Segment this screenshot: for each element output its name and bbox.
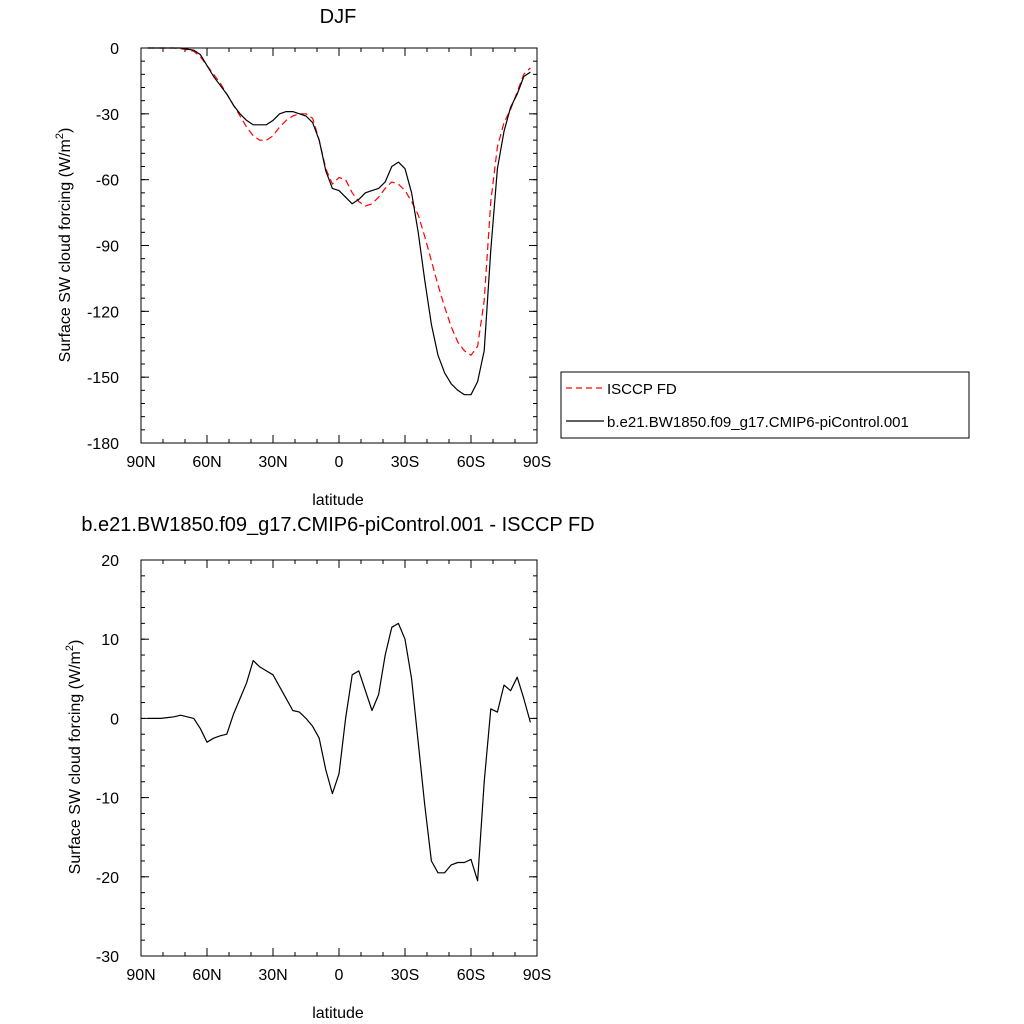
y-tick-label: -10 — [96, 791, 119, 808]
y-tick-label: 20 — [101, 553, 119, 570]
x-tick-label: 30S — [391, 454, 419, 471]
x-tick-label: 30N — [258, 967, 287, 984]
y-axis-label: Surface SW cloud forcing (W/m2) — [54, 128, 74, 363]
x-tick-label: 0 — [335, 967, 344, 984]
x-axis-label: latitude — [312, 1005, 364, 1022]
plot-frame — [140, 559, 538, 957]
y-tick-label: -30 — [96, 107, 119, 124]
y-tick-label: -30 — [96, 949, 119, 966]
y-tick-label: 0 — [110, 711, 119, 728]
legend-entry-isccp: ISCCP FD — [607, 381, 677, 398]
y-tick-label: -180 — [87, 436, 119, 453]
bottom-chart-panel: b.e21.BW1850.f09_g17.CMIP6-piControl.001… — [64, 514, 595, 1022]
x-tick-label: 60S — [457, 967, 485, 984]
chart-title: DJF — [320, 6, 357, 28]
y-tick-label: -90 — [96, 239, 119, 256]
x-tick-label: 30S — [391, 967, 419, 984]
y-tick-label: 0 — [110, 41, 119, 58]
x-tick-label: 90S — [523, 967, 551, 984]
series-line-model — [147, 47, 531, 396]
y-axis-label: Surface SW cloud forcing (W/m2) — [64, 640, 84, 875]
plot-area: 90N 60N 30N 0 30S 60S 90S 20 10 0 -10 -20 -30 — [96, 553, 551, 984]
legend: ISCCP FD b.e21.BW1850.f09_g17.CMIP6-piCo… — [560, 371, 970, 439]
x-tick-label: 90N — [126, 454, 155, 471]
y-tick-label: -120 — [87, 304, 119, 321]
x-tick-label: 90S — [523, 454, 551, 471]
x-tick-label: 30N — [258, 454, 287, 471]
x-tick-label: 60S — [457, 454, 485, 471]
x-tick-label: 60N — [192, 454, 221, 471]
series-line-model — [147, 622, 531, 882]
x-axis-label: latitude — [312, 492, 364, 509]
y-tick-label: -60 — [96, 173, 119, 190]
chart-title: b.e21.BW1850.f09_g17.CMIP6-piControl.001… — [81, 514, 594, 536]
x-tick-label: 90N — [126, 967, 155, 984]
y-tick-label: -20 — [96, 870, 119, 887]
y-tick-label: 10 — [101, 632, 119, 649]
top-chart-panel: DJF 90N 60N 30N 0 30S 60S 90S 0 -30 -60 -90 -120 -15… — [54, 6, 970, 509]
y-tick-label: -150 — [87, 370, 119, 387]
legend-box — [560, 371, 970, 439]
plot-frame — [140, 47, 538, 444]
x-tick-label: 0 — [335, 454, 344, 471]
legend-entry-model: b.e21.BW1850.f09_g17.CMIP6-piControl.001 — [607, 414, 909, 431]
plot-area: 90N 60N 30N 0 30S 60S 90S 0 -30 -60 -90 -120 -150 -18… — [87, 41, 551, 471]
series-line-isccp — [147, 47, 531, 356]
x-tick-label: 60N — [192, 967, 221, 984]
